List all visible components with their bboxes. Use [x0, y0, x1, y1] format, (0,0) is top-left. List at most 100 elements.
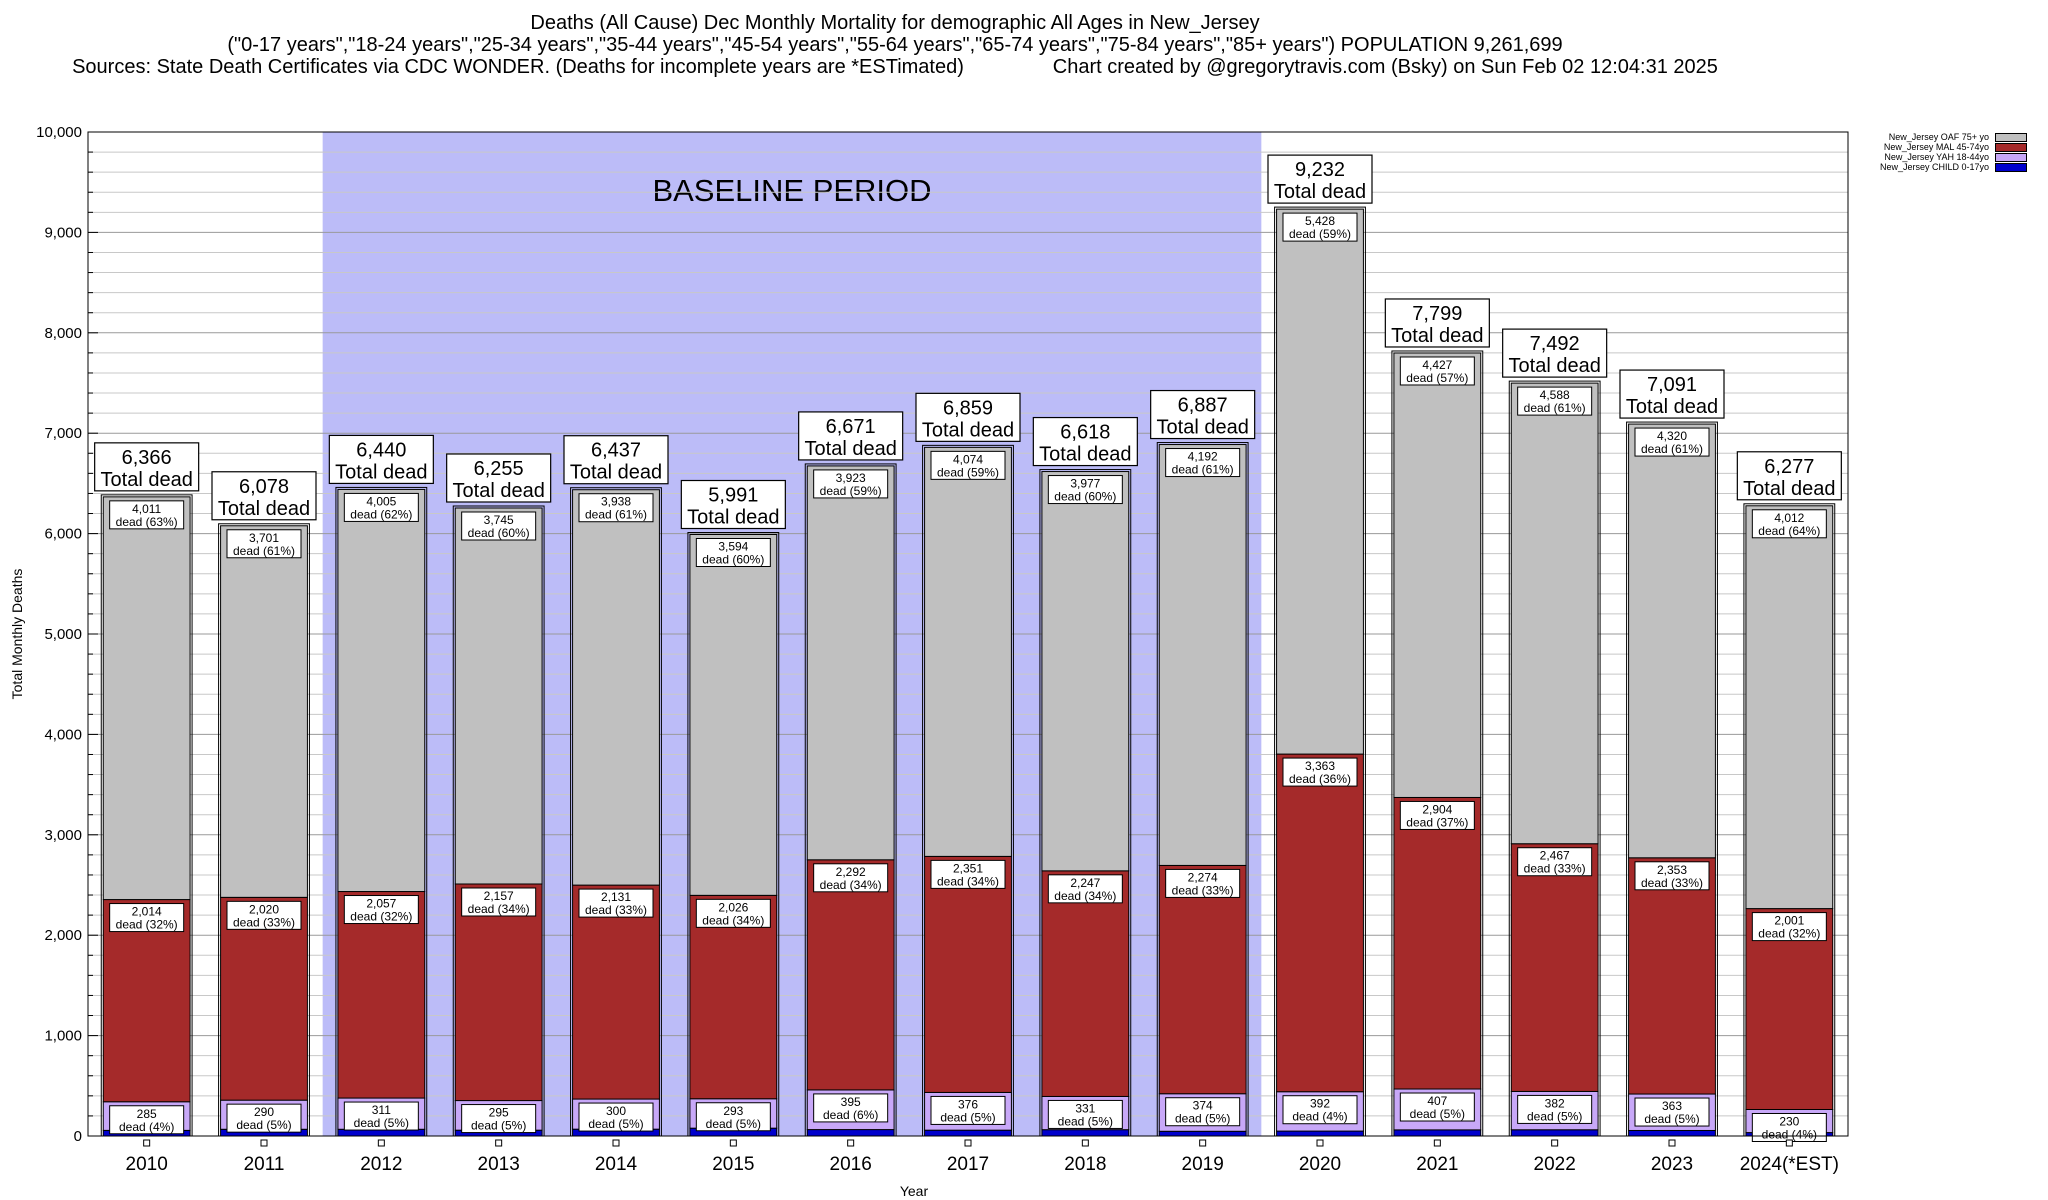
total-value-label: 6,277 — [1764, 456, 1814, 478]
x-tick-label: 2023 — [1651, 1154, 1693, 1175]
bar-outline — [1391, 350, 1484, 1137]
total-value-label: 7,492 — [1530, 333, 1580, 355]
data-label-mal: 2,247 — [1070, 876, 1100, 890]
data-label-pct-yah: dead (4%) — [1292, 1110, 1347, 1124]
credit-note: Chart created by @gregorytravis.com (Bsk… — [1052, 56, 1718, 78]
bar-outline — [1274, 206, 1366, 1137]
y-tick-label: 0 — [74, 1128, 82, 1145]
data-label-box — [461, 887, 537, 917]
bar-child — [1158, 1130, 1247, 1137]
bar-marker — [1433, 1139, 1441, 1147]
data-label-pct-oaf: dead (61%) — [1524, 401, 1586, 415]
data-label-yah: 311 — [372, 1103, 391, 1117]
bar-mal — [102, 899, 191, 1103]
x-tick-label: 2014 — [595, 1154, 638, 1175]
data-label-yah: 395 — [841, 1095, 861, 1109]
data-label-pct-mal: dead (37%) — [1406, 815, 1468, 829]
data-label-oaf: 3,745 — [484, 513, 514, 527]
total-text-label: Total dead — [335, 461, 427, 483]
total-label-box — [446, 453, 552, 503]
data-label-pct-yah: dead (4%) — [1762, 1127, 1817, 1141]
x-tick-label: 2015 — [712, 1154, 754, 1175]
legend-swatch-mal — [1995, 142, 2028, 152]
total-text-label: Total dead — [570, 462, 662, 484]
total-text-label: Total dead — [101, 469, 193, 491]
data-label-pct-yah: dead (5%) — [706, 1117, 761, 1131]
y-tick-label: 10,000 — [36, 124, 82, 141]
data-label-box — [1165, 1097, 1241, 1127]
data-label-box — [1517, 386, 1593, 416]
data-label-box — [930, 859, 1006, 889]
data-label-box — [1282, 757, 1358, 787]
bar-outline — [1743, 503, 1836, 1137]
y-tick-label: 4,000 — [44, 726, 82, 743]
bar-child — [1276, 1130, 1364, 1137]
bar-oaf — [1158, 444, 1247, 866]
data-label-pct-yah: dead (6%) — [823, 1108, 878, 1122]
bar-mal — [1393, 796, 1482, 1090]
bar-outline — [1508, 380, 1601, 1137]
bar-mal — [924, 855, 1012, 1093]
bar-marker — [1551, 1139, 1559, 1147]
total-value-label: 6,618 — [1060, 422, 1110, 444]
data-label-yah: 285 — [137, 1107, 157, 1121]
data-label-oaf: 5,428 — [1305, 214, 1335, 228]
legend-item-mal: New_Jersey MAL 45-74yo — [1880, 142, 2028, 152]
data-label-mal: 2,020 — [249, 902, 279, 916]
data-label-pct-mal: dead (33%) — [1172, 883, 1234, 897]
data-label-pct-oaf: dead (64%) — [1758, 524, 1820, 538]
bar-mal — [337, 891, 426, 1099]
bar-mal — [1276, 753, 1364, 1093]
bar-oaf — [689, 534, 778, 896]
legend-label-child: New_Jersey CHILD 0-17yo — [1880, 162, 1990, 172]
x-tick-label: 2013 — [478, 1154, 520, 1175]
bar-oaf — [220, 525, 308, 898]
bar-outline — [335, 486, 428, 1137]
bar-mal — [220, 896, 308, 1101]
data-label-box — [1047, 475, 1123, 505]
legend-label-oaf: New_Jersey OAF 75+ yo — [1888, 132, 1990, 142]
bar-marker — [260, 1139, 268, 1147]
bar-oaf — [102, 496, 191, 901]
bar-child — [1628, 1129, 1716, 1137]
data-label-box — [343, 895, 419, 925]
data-label-box — [578, 888, 654, 918]
total-value-label: 6,255 — [474, 458, 524, 480]
data-label-box — [578, 1102, 654, 1132]
total-text-label: Total dead — [1509, 355, 1601, 377]
data-label-box — [226, 529, 302, 559]
data-label-pct-mal: dead (32%) — [350, 910, 412, 924]
data-label-box — [1399, 356, 1475, 386]
x-tick-label: 2018 — [1064, 1154, 1106, 1175]
data-label-box — [578, 493, 654, 523]
legend-label-mal: New_Jersey MAL 45-74yo — [1883, 142, 1990, 152]
x-tick-label: 2011 — [244, 1154, 285, 1175]
data-label-box — [813, 863, 889, 893]
bar-oaf — [337, 488, 426, 893]
data-label-pct-mal: dead (34%) — [1054, 889, 1116, 903]
data-label-pct-oaf: dead (61%) — [233, 544, 295, 558]
bar-mal — [689, 894, 778, 1100]
data-label-oaf: 4,588 — [1540, 388, 1570, 402]
data-label-oaf: 4,011 — [132, 502, 161, 516]
bar-mal — [806, 859, 895, 1091]
data-label-pct-yah: dead (5%) — [940, 1110, 995, 1124]
data-label-yah: 290 — [254, 1105, 274, 1119]
data-label-box — [1634, 861, 1710, 891]
total-value-label: 9,232 — [1295, 159, 1345, 181]
data-label-pct-mal: dead (33%) — [1641, 876, 1703, 890]
total-label-box — [1384, 298, 1490, 348]
total-label-box — [1619, 369, 1725, 419]
data-label-pct-oaf: dead (57%) — [1406, 371, 1468, 385]
data-label-box — [695, 1102, 771, 1132]
bar-outline — [218, 523, 310, 1137]
total-label-box — [94, 442, 200, 492]
bar-oaf — [572, 489, 660, 886]
data-label-box — [1282, 212, 1358, 242]
legend-item-yah: New_Jersey YAH 18-44yo — [1880, 152, 2028, 162]
total-value-label: 7,091 — [1647, 374, 1697, 396]
bar-oaf — [1745, 505, 1834, 910]
data-label-oaf: 4,005 — [366, 494, 396, 508]
data-label-pct-yah: dead (5%) — [1644, 1112, 1699, 1126]
data-label-oaf: 4,012 — [1774, 511, 1804, 525]
